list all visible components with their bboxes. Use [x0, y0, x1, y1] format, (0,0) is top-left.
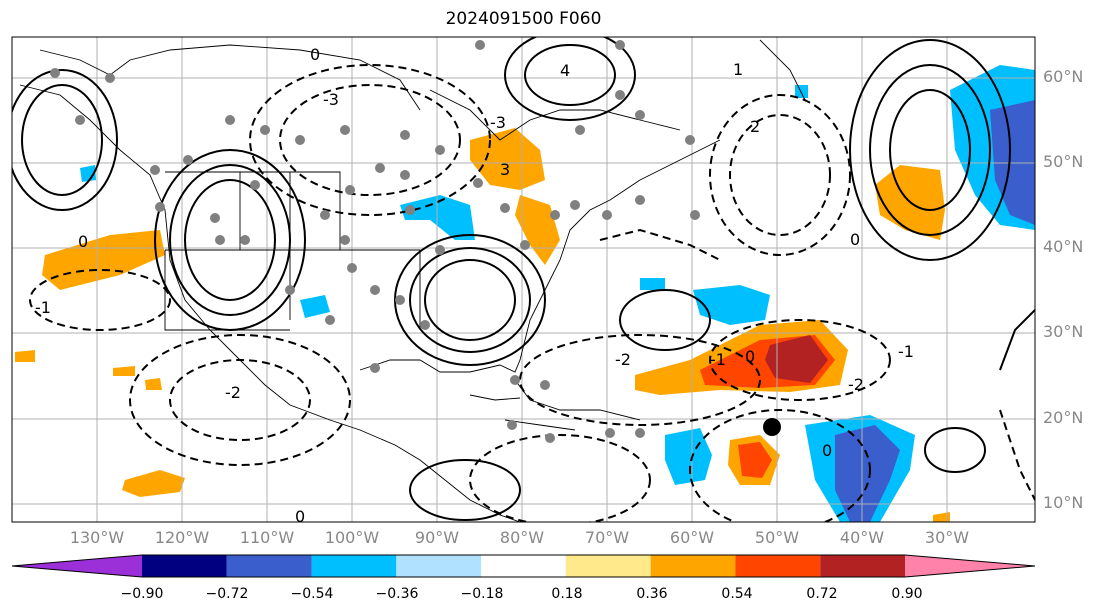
colorbar-segment: [650, 555, 736, 577]
colorbar-segment: [565, 555, 651, 577]
contour-label: 0: [822, 441, 832, 460]
lon-label: 110°W: [239, 528, 295, 547]
lon-label: 70°W: [584, 528, 630, 547]
strong-positive-region: [738, 442, 772, 478]
positive-anomaly-region: [15, 350, 35, 362]
negative-anomaly-region: [300, 295, 330, 318]
colorbar-segment: [481, 555, 566, 577]
colorbar-tick-label: 0.36: [636, 586, 668, 602]
contour-label: -2: [225, 383, 241, 402]
contour-label: -2: [848, 375, 864, 394]
map-border: [11, 36, 1036, 523]
colorbar-tick-label: 0.72: [806, 586, 838, 602]
lon-label: 120°W: [154, 528, 210, 547]
positive-anomaly-region: [470, 128, 545, 190]
lon-label: 40°W: [839, 528, 885, 547]
contour-label: 1: [733, 60, 743, 79]
negative-anomaly-region: [640, 278, 665, 290]
contour-label: -2: [615, 350, 631, 369]
negative-anomaly-region: [693, 285, 770, 325]
colorbar-extend-low: [12, 555, 142, 577]
positive-anomaly-region: [113, 366, 135, 376]
lon-label: 130°W: [69, 528, 125, 547]
colorbar-segment: [735, 555, 821, 577]
contour-label: -3: [323, 90, 339, 109]
contour-label: 0: [745, 347, 755, 366]
lon-label: 60°W: [669, 528, 715, 547]
storm-center-marker: [763, 418, 781, 436]
colorbar-extend-high: [905, 555, 1035, 577]
contour-label: 0: [850, 230, 860, 249]
colorbar-segment: [311, 555, 397, 577]
lon-label: 30°W: [924, 528, 970, 547]
contour-label: 3: [500, 160, 510, 179]
lon-label: 80°W: [499, 528, 545, 547]
colorbar-tick-label: 0.90: [891, 586, 923, 602]
colorbar: [11, 554, 1036, 578]
positive-anomaly-region: [145, 378, 162, 390]
colorbar-tick-label: 0.54: [721, 586, 753, 602]
colorbar-segment: [226, 555, 312, 577]
station-dots: [50, 40, 700, 443]
negative-contours: [29, 64, 1035, 522]
positive-anomaly-region: [122, 470, 185, 497]
contour-label: 0: [310, 45, 320, 64]
lat-label: 50°N: [1043, 152, 1084, 171]
contour-label: -1: [898, 342, 914, 361]
colorbar-segment: [396, 555, 482, 577]
contour-label: -1: [710, 350, 726, 369]
colorbar-tick-label: 0.18: [551, 586, 583, 602]
positive-anomaly-region: [933, 512, 950, 522]
colorbar-tick-label: −0.36: [375, 586, 419, 602]
lat-label: 10°N: [1043, 493, 1084, 512]
negative-anomaly-region: [795, 85, 808, 98]
colorbar-tick-label: −0.54: [290, 586, 334, 602]
very-strong-positive-region: [765, 335, 828, 383]
lat-label: 30°N: [1043, 322, 1084, 341]
colorbar-tick-label: −0.72: [205, 586, 249, 602]
contour-label: 2: [750, 117, 760, 136]
contour-labels: 4 3 2 1 0 0 0 0 0 0 -1 -1 -1 -2 -2 -2 -3…: [35, 45, 914, 526]
contour-label: 0: [78, 232, 88, 251]
lon-label: 100°W: [324, 528, 380, 547]
colorbar-segment: [820, 555, 905, 577]
lon-label: 50°W: [754, 528, 800, 547]
colorbar-tick-label: −0.18: [460, 586, 504, 602]
colorbar-outline: [11, 554, 1036, 578]
contour-label: 0: [295, 507, 305, 526]
shaded-anomaly-layer: [15, 65, 1035, 522]
positive-anomaly-region: [42, 230, 165, 290]
lat-label: 60°N: [1043, 67, 1084, 86]
lat-label: 20°N: [1043, 408, 1084, 427]
lon-label: 90°W: [414, 528, 460, 547]
strong-negative-region: [835, 425, 900, 522]
contour-label: -3: [490, 113, 506, 132]
contour-label: 4: [560, 61, 570, 80]
positive-contours: [12, 37, 1035, 521]
lat-label: 40°N: [1043, 237, 1084, 256]
map-title: 2024091500 F060: [445, 9, 602, 29]
contour-label: -1: [35, 298, 51, 317]
colorbar-segment: [142, 555, 227, 577]
colorbar-tick-label: −0.90: [120, 586, 164, 602]
